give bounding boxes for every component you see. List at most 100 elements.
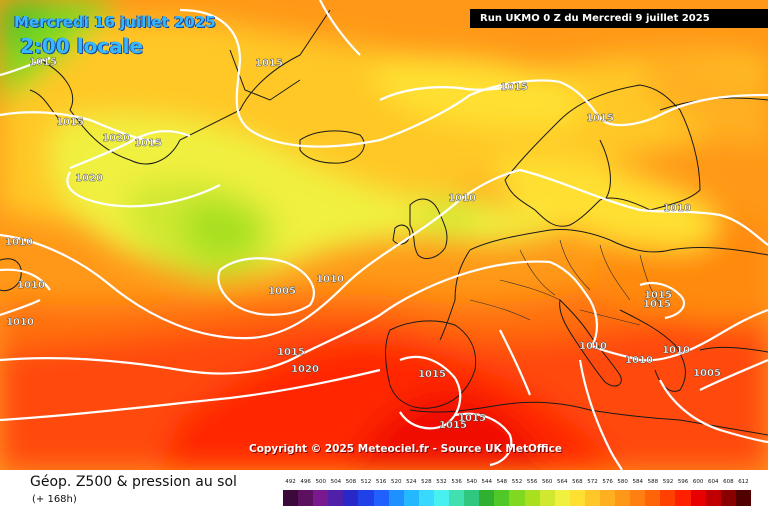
isobar-value-label: 1015 [418, 369, 446, 380]
geopotential-field [0, 0, 768, 470]
legend-value: 516 [375, 479, 387, 485]
isobar-value-label: 1015 [255, 58, 283, 69]
legend-value: 604 [708, 479, 719, 485]
legend-value: 556 [526, 479, 538, 485]
valid-time-title: 2:00 locale [20, 34, 144, 58]
legend-value: 496 [300, 479, 311, 485]
legend-value: 512 [360, 479, 372, 485]
legend-value: 520 [390, 479, 402, 485]
legend-swatch [358, 490, 374, 506]
legend-value: 608 [723, 479, 734, 485]
legend-swatch [433, 490, 450, 506]
legend-value: 572 [587, 479, 598, 485]
legend-swatch [675, 490, 691, 506]
legend-swatch [328, 490, 344, 506]
legend-value: 612 [738, 479, 749, 485]
legend-swatch [720, 490, 736, 506]
isobar-value-label: 1015 [277, 347, 305, 358]
legend-value: 596 [677, 479, 689, 485]
legend-value: 584 [632, 479, 644, 485]
legend-swatch [494, 490, 510, 506]
isobar-value-label: 1005 [268, 286, 296, 297]
isobar-value-label: 1010 [579, 341, 607, 352]
legend-value: 552 [511, 479, 523, 485]
isobar-value-label: 1010 [17, 280, 45, 291]
product-title: Géop. Z500 & pression au sol [30, 474, 237, 490]
legend-value: 508 [345, 479, 357, 485]
legend-value: 540 [466, 479, 477, 485]
coastlines [0, 9, 768, 436]
isobar-value-label: 1015 [439, 420, 467, 431]
legend-value: 560 [541, 479, 553, 485]
legend-value: 504 [330, 479, 342, 485]
isobar-value-label: 1015 [643, 299, 671, 310]
legend-swatch [630, 490, 646, 506]
legend-swatch [313, 490, 329, 506]
isobar-value-label: 1010 [625, 355, 653, 366]
legend-swatch [464, 490, 480, 506]
isobar-value-label: 1015 [134, 138, 162, 149]
isobars [0, 0, 768, 470]
legend-value: 576 [602, 479, 613, 485]
legend-swatch [569, 490, 585, 506]
isobar-value-label: 1005 [693, 368, 721, 379]
legend-value: 524 [406, 479, 417, 485]
legend-scale-labels: 492 496 500 504 508 512 516 520 524 528 532 536 540 5… [283, 479, 751, 489]
legend-swatch [479, 490, 495, 506]
legend-value: 592 [662, 479, 674, 485]
borders [469, 239, 661, 326]
isobar-value-label: 1010 [6, 317, 34, 328]
isobar-value-label: 1015 [500, 82, 528, 93]
legend-value: 580 [617, 479, 628, 485]
isobar-value-label: 1020 [291, 364, 319, 375]
legend-swatch [615, 490, 631, 506]
isobar-value-label: 1010 [662, 345, 690, 356]
legend-color-scale [283, 490, 751, 506]
isobar-value-label: 1015 [586, 113, 614, 124]
legend-value: 548 [496, 479, 508, 485]
legend-swatch [343, 490, 359, 506]
legend-value: 528 [421, 479, 432, 485]
isobar-value-label: 1010 [448, 193, 476, 204]
legend-swatch [283, 490, 299, 506]
legend-swatch [298, 490, 314, 506]
legend-value: 532 [436, 479, 447, 485]
legend-swatch [388, 490, 404, 506]
legend-swatch [690, 490, 706, 506]
legend-value: 600 [692, 479, 704, 485]
legend-swatch [645, 490, 661, 506]
legend-swatch [584, 490, 600, 506]
legend-swatch [524, 490, 540, 506]
legend-swatch [418, 490, 434, 506]
legend-swatch [705, 490, 721, 506]
legend-swatch [599, 490, 616, 506]
copyright-notice: Copyright © 2025 Meteociel.fr - Source U… [249, 443, 562, 455]
isobar-value-label: 1015 [56, 117, 84, 128]
legend-swatch [509, 490, 525, 506]
lead-time-label: (+ 168h) [32, 494, 77, 505]
isobar-value-label: 1015 [29, 57, 57, 68]
legend-swatch [735, 490, 751, 506]
isobar-value-label: 1015 [458, 413, 486, 424]
legend-value: 536 [451, 479, 462, 485]
isobar-value-label: 1010 [663, 203, 691, 214]
legend-value: 568 [572, 479, 583, 485]
valid-date-title: Mercredi 16 juillet 2025 [14, 13, 216, 31]
isobar-value-label: 1020 [102, 133, 130, 144]
legend-swatch [539, 490, 555, 506]
legend-swatch [660, 490, 676, 506]
legend-value: 588 [647, 479, 659, 485]
model-run-info: Run UKMO 0 Z du Mercredi 9 juillet 2025 [470, 9, 768, 28]
isobar-value-label: 1010 [316, 274, 344, 285]
legend-swatch [449, 490, 465, 506]
legend-value: 564 [557, 479, 568, 485]
legend-swatch [554, 490, 570, 506]
legend-value: 544 [481, 479, 493, 485]
legend-swatch [373, 490, 389, 506]
isobar-value-label: 1020 [75, 173, 103, 184]
legend-value: 500 [315, 479, 326, 485]
legend-value: 492 [285, 479, 296, 485]
